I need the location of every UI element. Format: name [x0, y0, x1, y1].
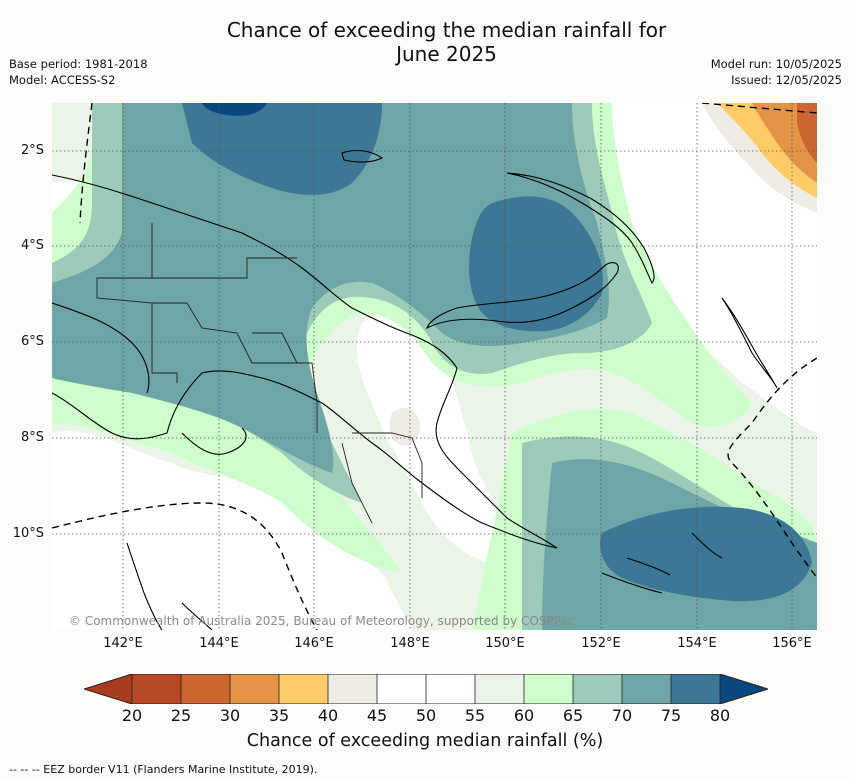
- meta-left: Base period: 1981-2018 Model: ACCESS-S2: [9, 56, 148, 88]
- lon-label-150e: 150°E: [485, 636, 525, 651]
- lon-label-148e: 148°E: [390, 636, 430, 651]
- colorbar-swatch-35-40: [279, 674, 328, 704]
- colorbar-swatch-20-25: [132, 674, 181, 704]
- lon-label-144e: 144°E: [199, 636, 239, 651]
- graticule: [52, 103, 817, 630]
- colorbar-swatch-60-65: [524, 674, 573, 704]
- colorbar-arrow-high: [720, 674, 768, 704]
- base-period: Base period: 1981-2018: [9, 57, 148, 71]
- lat-label-10s: 10°S: [12, 526, 44, 541]
- lat-label-6s: 6°S: [20, 334, 44, 349]
- colorbar-graphic: [82, 673, 770, 705]
- lon-label-156e: 156°E: [772, 636, 812, 651]
- contour-45-55-central: [356, 312, 522, 565]
- colorbar-tick-40: 40: [317, 706, 339, 725]
- contour-25-30: [797, 103, 817, 163]
- colorbar-swatch-25-30: [181, 674, 230, 704]
- model-run: Model run: 10/05/2025: [710, 57, 842, 71]
- lon-label-146e: 146°E: [294, 636, 334, 651]
- contour-dry-spot: [389, 407, 421, 446]
- colorbar-swatch-75-80: [671, 674, 720, 704]
- map-title-line-1: Chance of exceeding the median rainfall …: [226, 18, 667, 42]
- colorbar-tick-50: 50: [415, 706, 437, 725]
- colorbar-title: Chance of exceeding median rainfall (%): [246, 731, 604, 751]
- contour-70-75: [52, 103, 609, 473]
- lat-label-8s: 8°S: [20, 430, 44, 445]
- colorbar: [82, 673, 770, 705]
- contour-gt80: [202, 103, 267, 116]
- colorbar-swatch-40-45: [328, 674, 377, 704]
- eez-borders: [52, 103, 817, 630]
- copyright-notice: © Commonwealth of Australia 2025, Bureau…: [69, 614, 575, 628]
- colorbar-tick-20: 20: [121, 706, 143, 725]
- lon-label-152e: 152°E: [581, 636, 621, 651]
- map-title: Chance of exceeding the median rainfall …: [0, 18, 850, 66]
- provincial-borders: [96, 223, 423, 524]
- contour-45-55-east: [612, 103, 817, 433]
- lat-label-4s: 4°S: [20, 238, 44, 253]
- meta-right: Model run: 10/05/2025 Issued: 12/05/2025: [711, 56, 842, 88]
- colorbar-tick-35: 35: [268, 706, 290, 725]
- colorbar-swatch-30-35: [230, 674, 279, 704]
- contour-75-80-north: [182, 103, 382, 195]
- colorbar-tick-25: 25: [170, 706, 192, 725]
- colorbar-swatch-70-75: [622, 674, 671, 704]
- colorbar-swatch-45-50: [377, 674, 426, 704]
- colorbar-swatch-65-70: [573, 674, 622, 704]
- colorbar-tick-45: 45: [366, 706, 388, 725]
- contour-45-55-southwest: [52, 430, 412, 630]
- colorbar-tick-65: 65: [562, 706, 584, 725]
- model-name: Model: ACCESS-S2: [9, 73, 116, 87]
- eez-footnote: -- -- -- EEZ border V11 (Flanders Marine…: [9, 763, 318, 776]
- lat-label-2s: 2°S: [20, 143, 44, 158]
- map-canvas: [52, 103, 817, 630]
- colorbar-tick-55: 55: [464, 706, 486, 725]
- colorbar-arrow-low: [84, 674, 132, 704]
- colorbar-swatch-50-55: [426, 674, 475, 704]
- lon-label-154e: 154°E: [677, 636, 717, 651]
- colorbar-dividers: [131, 674, 721, 704]
- map-title-line-2: June 2025: [396, 42, 497, 66]
- contour-75-80-southeast: [600, 506, 812, 602]
- colorbar-tick-70: 70: [611, 706, 633, 725]
- colorbar-tick-30: 30: [219, 706, 241, 725]
- lon-label-142e: 142°E: [103, 636, 143, 651]
- issued-date: Issued: 12/05/2025: [731, 73, 842, 87]
- coastlines: [52, 149, 778, 630]
- colorbar-tick-75: 75: [660, 706, 682, 725]
- rainfall-map[interactable]: [52, 103, 817, 630]
- colorbar-tick-80: 80: [709, 706, 731, 725]
- colorbar-swatch-55-60: [475, 674, 524, 704]
- colorbar-tick-60: 60: [513, 706, 535, 725]
- contour-75-80-central: [469, 196, 603, 332]
